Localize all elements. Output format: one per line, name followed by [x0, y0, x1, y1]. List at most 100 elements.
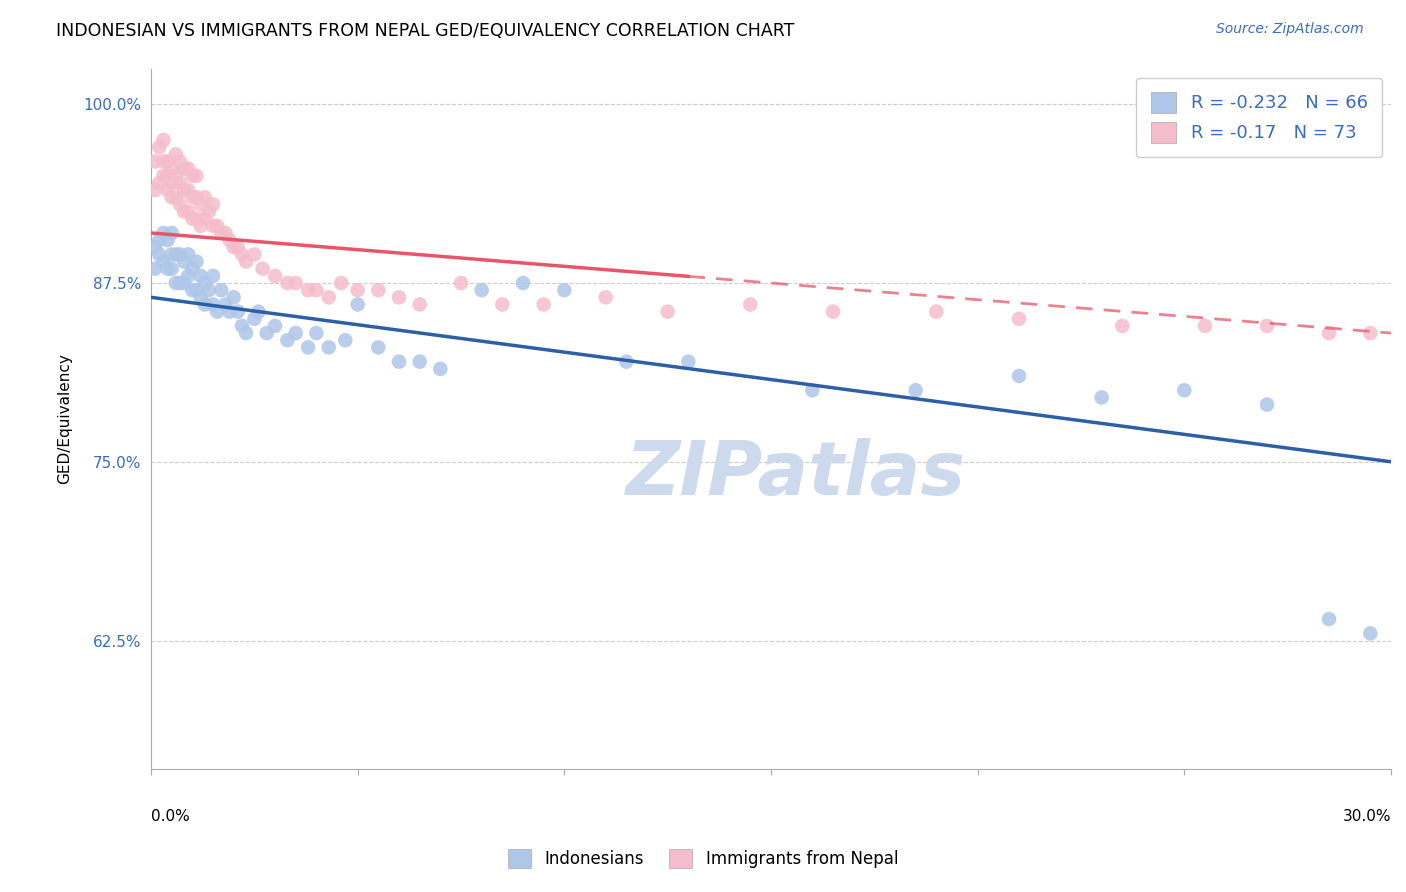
Point: [160, 190, 183, 204]
Point: [177, 204, 200, 219]
Point: [173, 183, 195, 197]
Point: [222, 240, 245, 254]
Point: [160, 261, 183, 276]
Point: [429, 361, 451, 376]
Point: [471, 283, 494, 297]
Point: [173, 161, 195, 176]
Point: [276, 276, 298, 290]
Point: [181, 261, 204, 276]
Point: [243, 247, 266, 261]
Point: [678, 354, 700, 368]
Point: [205, 304, 228, 318]
Point: [235, 326, 257, 340]
Point: [173, 254, 195, 268]
Point: [346, 297, 368, 311]
Point: [152, 254, 174, 268]
Point: [450, 276, 472, 290]
Text: Source: ZipAtlas.com: Source: ZipAtlas.com: [1216, 22, 1364, 37]
Point: [264, 318, 287, 333]
Point: [152, 154, 174, 169]
Point: [614, 354, 637, 368]
Point: [330, 276, 353, 290]
Point: [143, 154, 166, 169]
Y-axis label: GED/Equivalency: GED/Equivalency: [58, 353, 72, 484]
Point: [231, 318, 253, 333]
Point: [218, 233, 240, 247]
Point: [143, 240, 166, 254]
Point: [657, 304, 679, 318]
Point: [148, 176, 170, 190]
Point: [186, 254, 208, 268]
Point: [284, 326, 307, 340]
Point: [1256, 398, 1278, 412]
Point: [194, 211, 217, 226]
Point: [143, 261, 166, 276]
Point: [533, 297, 555, 311]
Point: [194, 276, 217, 290]
Point: [202, 297, 225, 311]
Point: [346, 283, 368, 297]
Point: [169, 176, 191, 190]
Point: [148, 233, 170, 247]
Point: [181, 283, 204, 297]
Point: [1256, 318, 1278, 333]
Point: [388, 290, 411, 304]
Point: [165, 276, 187, 290]
Text: INDONESIAN VS IMMIGRANTS FROM NEPAL GED/EQUIVALENCY CORRELATION CHART: INDONESIAN VS IMMIGRANTS FROM NEPAL GED/…: [56, 22, 794, 40]
Point: [209, 283, 232, 297]
Point: [186, 169, 208, 183]
Point: [169, 154, 191, 169]
Point: [165, 190, 187, 204]
Point: [367, 283, 389, 297]
Point: [1194, 318, 1216, 333]
Point: [148, 140, 170, 154]
Point: [512, 276, 534, 290]
Point: [152, 169, 174, 183]
Point: [186, 283, 208, 297]
Point: [1173, 384, 1195, 398]
Point: [169, 276, 191, 290]
Point: [190, 219, 212, 233]
Point: [408, 354, 430, 368]
Point: [264, 268, 287, 283]
Point: [156, 169, 179, 183]
Point: [214, 297, 236, 311]
Point: [148, 247, 170, 261]
Point: [173, 204, 195, 219]
Point: [305, 283, 328, 297]
Point: [318, 340, 340, 354]
Point: [165, 147, 187, 161]
Point: [202, 197, 225, 211]
Point: [1317, 326, 1340, 340]
Point: [218, 304, 240, 318]
Point: [408, 297, 430, 311]
Point: [169, 247, 191, 261]
Point: [1008, 368, 1031, 383]
Point: [205, 219, 228, 233]
Point: [276, 333, 298, 347]
Point: [143, 183, 166, 197]
Point: [177, 161, 200, 176]
Point: [214, 226, 236, 240]
Point: [156, 154, 179, 169]
Point: [156, 233, 179, 247]
Point: [801, 384, 824, 398]
Point: [388, 354, 411, 368]
Legend: Indonesians, Immigrants from Nepal: Indonesians, Immigrants from Nepal: [501, 842, 905, 875]
Text: ZIPatlas: ZIPatlas: [626, 439, 966, 511]
Point: [256, 326, 278, 340]
Point: [190, 290, 212, 304]
Point: [243, 311, 266, 326]
Point: [194, 190, 217, 204]
Point: [1317, 612, 1340, 626]
Point: [925, 304, 948, 318]
Point: [335, 333, 357, 347]
Text: 30.0%: 30.0%: [1343, 809, 1391, 824]
Point: [198, 204, 221, 219]
Point: [194, 297, 217, 311]
Point: [169, 197, 191, 211]
Point: [595, 290, 617, 304]
Legend: R = -0.232   N = 66, R = -0.17   N = 73: R = -0.232 N = 66, R = -0.17 N = 73: [1136, 78, 1382, 157]
Point: [165, 247, 187, 261]
Point: [198, 283, 221, 297]
